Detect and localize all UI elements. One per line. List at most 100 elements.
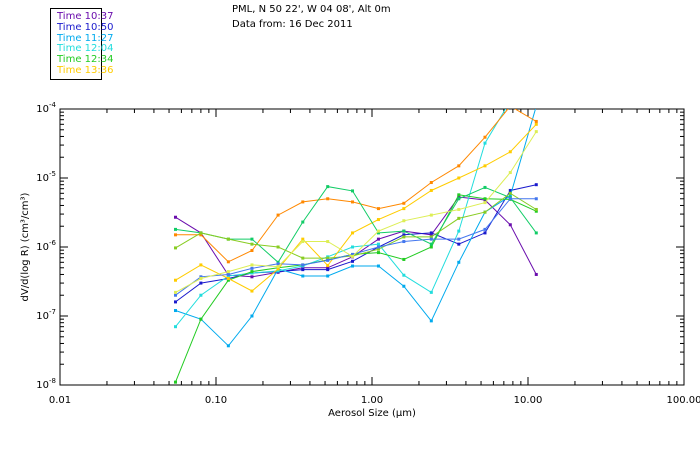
date-info: Data from: 16 Dec 2011 — [232, 19, 353, 30]
data-point — [250, 263, 254, 267]
series-layer — [173, 90, 538, 384]
data-point — [301, 263, 305, 267]
data-point — [376, 218, 380, 222]
data-point — [199, 281, 203, 285]
data-point — [376, 207, 380, 211]
data-point — [301, 240, 305, 244]
data-point — [351, 254, 355, 258]
data-point — [534, 207, 538, 211]
y-axis: 10-8 10-7 10-6 10-5 10-4 — [36, 101, 684, 391]
data-point — [250, 248, 254, 252]
y-tick-label: 10-7 — [36, 308, 56, 322]
data-point — [429, 235, 433, 239]
data-point — [457, 207, 461, 211]
data-point — [276, 265, 280, 269]
data-point — [226, 270, 230, 274]
data-point — [429, 233, 433, 237]
data-point — [535, 90, 538, 93]
data-point — [250, 266, 254, 270]
data-point — [326, 266, 330, 270]
data-point — [226, 278, 230, 282]
data-point — [173, 215, 177, 219]
series-line-3 — [175, 109, 507, 328]
data-point — [402, 229, 406, 233]
data-point — [173, 233, 177, 237]
data-point — [376, 237, 380, 241]
x-tick-label: 10.00 — [514, 395, 543, 406]
data-point — [402, 273, 406, 277]
data-point — [301, 200, 305, 204]
data-point — [326, 197, 330, 201]
data-point — [534, 197, 538, 201]
data-point — [429, 213, 433, 217]
data-point — [429, 319, 433, 323]
data-point — [226, 260, 230, 264]
data-point — [173, 325, 177, 329]
data-point — [199, 231, 203, 235]
data-point — [376, 251, 380, 255]
data-point — [173, 290, 177, 294]
data-point — [457, 195, 461, 199]
station-info: PML, N 50 22', W 04 08', Alt 0m — [232, 4, 391, 15]
data-point — [508, 171, 512, 175]
data-point — [457, 229, 461, 233]
data-point — [351, 231, 355, 235]
data-point — [429, 237, 433, 241]
data-point — [429, 290, 433, 294]
data-point — [326, 256, 330, 260]
data-point — [173, 309, 177, 313]
legend: Time 10:37 Time 10:50 Time 11:27 Time 12:04… — [50, 8, 113, 80]
data-point — [508, 194, 512, 198]
data-point — [250, 237, 254, 241]
data-point — [402, 240, 406, 244]
data-point — [534, 209, 538, 213]
data-point — [351, 252, 355, 256]
data-point — [457, 176, 461, 180]
data-point — [483, 201, 487, 205]
data-point — [250, 270, 254, 274]
data-point — [376, 245, 380, 249]
data-point — [429, 245, 433, 249]
data-point — [483, 141, 487, 145]
legend-item: Time 12:04 — [57, 43, 114, 55]
data-point — [402, 233, 406, 237]
data-point — [351, 245, 355, 249]
data-point — [326, 185, 330, 189]
data-point — [351, 264, 355, 268]
data-point — [534, 119, 538, 123]
data-point — [534, 272, 538, 276]
data-point — [199, 263, 203, 267]
data-point — [457, 260, 461, 264]
data-point — [301, 237, 305, 241]
data-point — [509, 100, 512, 103]
data-point — [276, 260, 280, 264]
data-point — [509, 105, 512, 108]
data-point — [457, 242, 461, 246]
data-point — [457, 197, 461, 201]
data-point — [276, 267, 280, 271]
data-point — [457, 164, 461, 168]
y-tick-label: 10-5 — [36, 170, 56, 184]
data-point — [173, 293, 177, 297]
x-axis: 0.01 0.10 1.00 10.00 100.00 — [49, 109, 700, 406]
data-point — [508, 197, 512, 201]
data-point — [429, 231, 433, 235]
data-point — [508, 191, 512, 195]
data-point — [483, 135, 487, 139]
data-point — [351, 200, 355, 204]
data-point — [199, 233, 203, 237]
data-point — [301, 256, 305, 260]
data-point — [173, 227, 177, 231]
x-tick-label: 100.00 — [667, 395, 700, 406]
data-point — [199, 293, 203, 297]
data-point — [483, 164, 487, 168]
data-point — [301, 274, 305, 278]
data-point — [534, 130, 538, 134]
data-point — [226, 344, 230, 348]
series-line-0 — [175, 196, 537, 278]
data-point — [508, 188, 512, 192]
data-point — [457, 216, 461, 220]
data-point — [351, 189, 355, 193]
data-point — [173, 246, 177, 250]
